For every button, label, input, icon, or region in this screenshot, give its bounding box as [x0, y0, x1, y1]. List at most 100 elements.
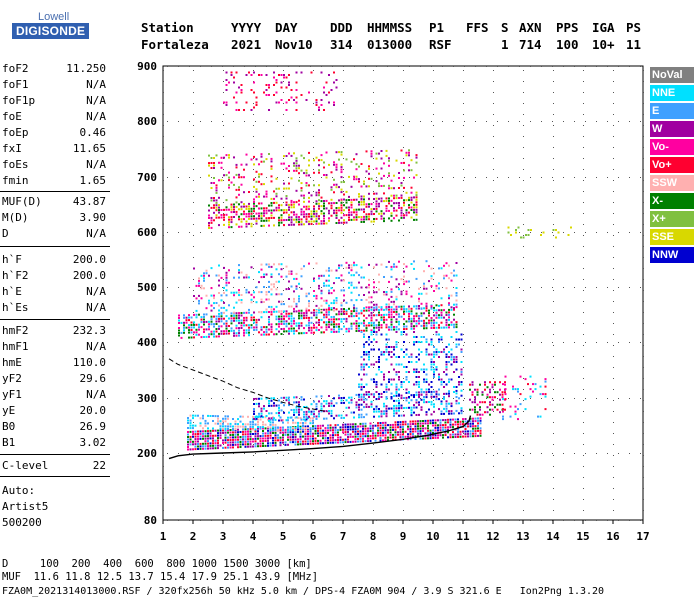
- grid-dot: [643, 455, 644, 456]
- grid-dot: [222, 398, 223, 399]
- echo-point: [310, 215, 313, 218]
- echo-point: [415, 401, 418, 404]
- echo-point: [360, 286, 363, 289]
- echo-point: [340, 313, 343, 316]
- echo-point: [292, 441, 294, 444]
- echo-point: [422, 427, 424, 430]
- echo-point: [240, 205, 243, 208]
- echo-point: [489, 396, 491, 399]
- grid-dot: [193, 224, 194, 225]
- echo-point: [220, 214, 223, 216]
- echo-point: [389, 436, 392, 439]
- echo-point: [274, 423, 277, 426]
- echo-point: [308, 262, 310, 265]
- echo-point: [402, 428, 404, 431]
- echo-point: [213, 307, 215, 310]
- echo-point: [472, 435, 474, 438]
- echo-point: [225, 71, 228, 74]
- grid-dot: [233, 287, 234, 288]
- echo-point: [310, 220, 313, 223]
- echo-point: [220, 325, 223, 328]
- echo-point: [460, 371, 463, 373]
- grid-dot: [596, 232, 597, 233]
- echo-point: [435, 321, 438, 324]
- grid-dot: [310, 342, 311, 343]
- echo-point: [300, 314, 303, 317]
- grid-dot: [200, 177, 201, 178]
- echo-point: [267, 429, 269, 432]
- grid-dot: [583, 345, 584, 346]
- echo-point: [253, 410, 255, 413]
- echo-point: [369, 435, 372, 437]
- echo-point: [295, 159, 298, 162]
- echo-point: [420, 368, 423, 371]
- echo-point: [265, 415, 268, 417]
- echo-point: [364, 440, 367, 443]
- echo-point: [313, 277, 315, 280]
- grid-dot: [497, 177, 498, 178]
- echo-point: [457, 430, 459, 433]
- echo-point: [253, 321, 255, 324]
- grid-dot: [332, 520, 333, 521]
- echo-point: [403, 308, 405, 311]
- grid-dot: [541, 287, 542, 288]
- echo-point: [450, 306, 453, 309]
- echo-point: [333, 101, 335, 104]
- grid-dot: [403, 246, 404, 247]
- grid-dot: [493, 257, 494, 258]
- echo-point: [425, 309, 428, 312]
- grid-dot: [431, 177, 432, 178]
- echo-point: [403, 318, 405, 321]
- echo-point: [343, 181, 345, 183]
- echo-point: [322, 429, 324, 432]
- echo-point: [293, 411, 295, 414]
- echo-point: [398, 328, 400, 331]
- echo-point: [390, 311, 393, 314]
- echo-point: [244, 435, 247, 438]
- echo-point: [430, 390, 433, 393]
- echo-point: [385, 318, 388, 321]
- echo-point: [290, 315, 293, 318]
- echo-point: [318, 277, 320, 280]
- echo-point: [232, 433, 234, 436]
- param-value: 11.65: [72, 142, 106, 155]
- echo-point: [328, 410, 330, 412]
- echo-point: [435, 333, 438, 336]
- grid-dot: [463, 356, 464, 357]
- echo-point: [477, 427, 479, 430]
- grid-dot: [223, 488, 224, 489]
- echo-point: [298, 218, 300, 221]
- echo-point: [388, 184, 390, 187]
- echo-point: [325, 269, 328, 272]
- echo-point: [290, 305, 293, 308]
- grid-dot: [373, 312, 374, 313]
- grid-dot: [583, 477, 584, 478]
- echo-point: [288, 280, 290, 283]
- grid-dot: [193, 114, 194, 115]
- echo-point: [315, 321, 318, 324]
- echo-point: [424, 422, 427, 425]
- echo-point: [430, 400, 433, 403]
- echo-point: [383, 162, 385, 165]
- grid-dot: [343, 177, 344, 178]
- grid-dot: [253, 213, 254, 214]
- echo-point: [178, 322, 180, 324]
- echo-point: [397, 433, 399, 436]
- grid-dot: [313, 158, 314, 159]
- echo-point: [489, 391, 491, 394]
- echo-point: [270, 325, 273, 328]
- echo-point: [320, 309, 323, 312]
- echo-point: [274, 426, 277, 429]
- echo-point: [190, 331, 193, 334]
- echo-point: [438, 282, 440, 285]
- echo-point: [443, 371, 445, 373]
- echo-point: [280, 99, 283, 101]
- echo-point: [214, 444, 217, 447]
- echo-point: [469, 430, 472, 433]
- grid-dot: [365, 453, 366, 454]
- grid-dot: [583, 268, 584, 269]
- echo-point: [253, 155, 255, 158]
- grid-dot: [523, 433, 524, 434]
- echo-point: [378, 329, 380, 332]
- grid-dot: [442, 121, 443, 122]
